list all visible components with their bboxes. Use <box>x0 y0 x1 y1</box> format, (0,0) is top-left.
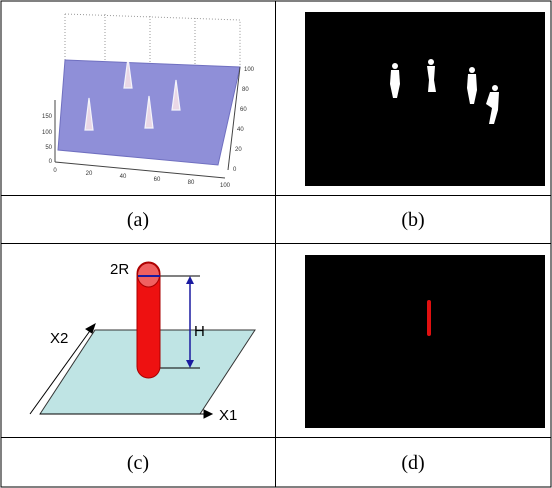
height-label: H <box>194 323 205 340</box>
cylinder-diagram: 2R H X2 X1 <box>30 261 255 424</box>
z-tick: 0 <box>49 159 53 165</box>
y-tick: 100 <box>244 67 255 73</box>
x-tick: 20 <box>86 171 93 177</box>
z-tick: 150 <box>42 114 53 120</box>
y-tick: 80 <box>242 87 249 93</box>
y-tick: 40 <box>237 127 244 133</box>
z-tick: 50 <box>45 145 52 151</box>
figure: 150 100 50 0 0 20 40 60 80 100 100 80 60… <box>0 0 552 488</box>
y-tick: 20 <box>235 147 242 153</box>
detection-image <box>305 255 545 428</box>
x2-label: X2 <box>50 330 68 347</box>
caption: (a) <box>127 209 149 231</box>
z-tick: 100 <box>42 130 53 136</box>
x-tick: 60 <box>154 177 161 183</box>
caption: (d) <box>401 452 424 474</box>
x1-label: X1 <box>219 407 237 424</box>
x-tick: 100 <box>220 183 231 189</box>
x-tick: 40 <box>120 174 127 180</box>
silhouette-image <box>305 12 545 186</box>
y-tick: 60 <box>240 107 247 113</box>
surface-plot: 150 100 50 0 0 20 40 60 80 100 100 80 60… <box>42 14 255 189</box>
radius-label: 2R <box>110 261 129 278</box>
x-tick: 0 <box>53 168 57 174</box>
caption: (c) <box>127 452 149 474</box>
caption: (b) <box>401 209 424 231</box>
y-tick: 0 <box>233 167 237 173</box>
x-tick: 80 <box>188 180 195 186</box>
